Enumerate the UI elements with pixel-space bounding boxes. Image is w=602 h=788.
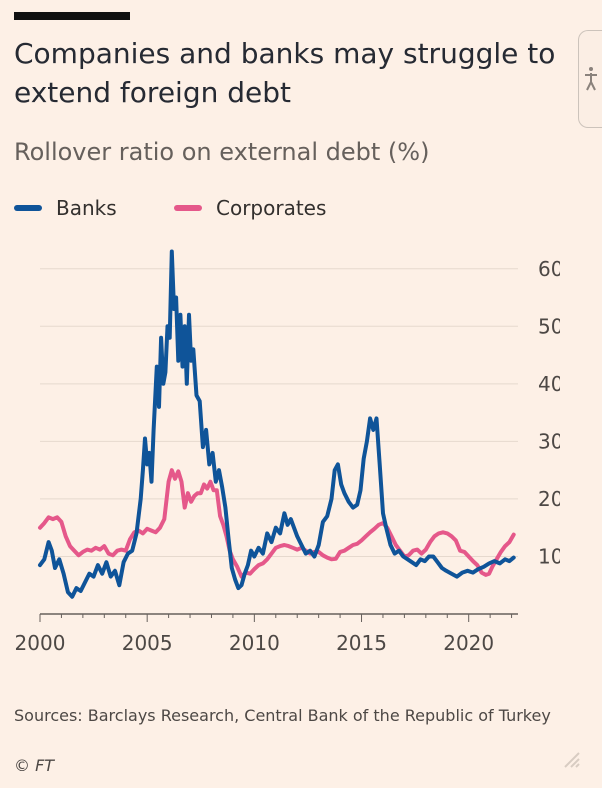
- legend-label-corporates: Corporates: [216, 196, 327, 220]
- x-tick-label: 2005: [122, 631, 173, 655]
- x-tick-label: 2000: [15, 631, 66, 655]
- series-line-banks: [38, 249, 516, 599]
- x-tick-labels: 2000 2005 2010 2015 2020: [15, 631, 495, 655]
- y-tick-label: 600: [538, 257, 560, 281]
- x-tick-label: 2010: [229, 631, 280, 655]
- y-tick-labels: 100 200 300 400 500 600: [538, 257, 560, 569]
- series-line-corporates: [38, 468, 516, 579]
- line-chart: 100 200 300 400 500 600 2000 2005 2010 2015 2020: [15, 249, 560, 655]
- series-lines: [38, 249, 516, 599]
- x-axis: [39, 613, 518, 622]
- top-rule: [14, 12, 130, 20]
- y-tick-label: 200: [538, 487, 560, 511]
- credit: © FT: [14, 756, 55, 775]
- gridlines: [40, 268, 518, 557]
- chart-subtitle: Rollover ratio on external debt (%): [14, 138, 430, 166]
- legend-item-corporates: Corporates: [174, 196, 326, 220]
- accessibility-icon[interactable]: [578, 30, 602, 128]
- legend-label-banks: Banks: [56, 196, 117, 220]
- y-tick-label: 400: [538, 372, 560, 396]
- y-tick-label: 100: [538, 544, 560, 568]
- legend-swatch-banks: [14, 205, 42, 211]
- resize-grip-icon[interactable]: [562, 750, 580, 768]
- chart-title: Companies and banks may struggle to exte…: [14, 37, 556, 109]
- legend-swatch-corporates: [174, 205, 202, 211]
- x-tick-label: 2015: [336, 631, 387, 655]
- y-tick-label: 300: [538, 429, 560, 453]
- legend-item-banks: Banks: [14, 196, 117, 220]
- y-tick-label: 500: [538, 314, 560, 338]
- source-note: Sources: Barclays Research, Central Bank…: [14, 706, 551, 725]
- x-tick-label: 2020: [443, 631, 494, 655]
- accessibility-icon-glyph: [585, 67, 597, 91]
